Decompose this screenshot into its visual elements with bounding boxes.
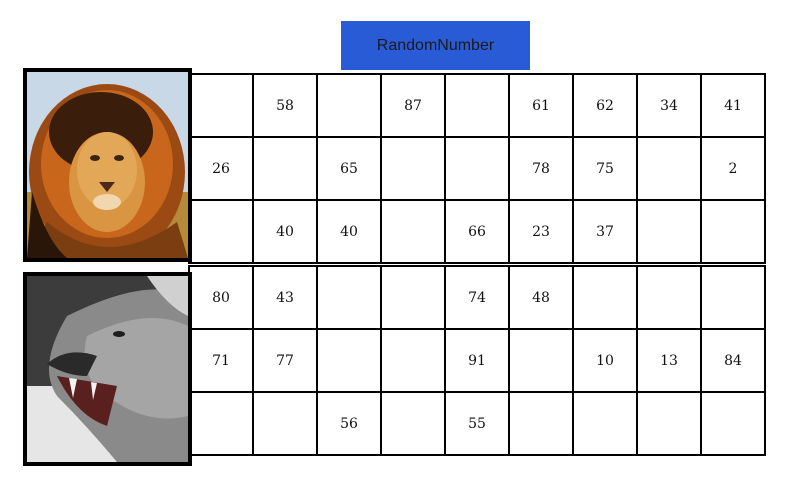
grid-cell xyxy=(508,328,574,393)
number-grid-1: 58 87 61 62 34 41 26 65 78 75 2 40 40 66… xyxy=(188,73,766,264)
grid-cell: 91 xyxy=(444,328,510,393)
grid-cell: 56 xyxy=(316,391,382,456)
lion-image xyxy=(23,68,192,262)
grid-row: 80 43 74 48 xyxy=(188,265,766,330)
grid-cell: 77 xyxy=(252,328,318,393)
grid-cell xyxy=(572,391,638,456)
grid-row: 56 55 xyxy=(188,391,766,456)
grid-cell xyxy=(188,391,254,456)
grid-cell: 80 xyxy=(188,265,254,330)
grid-row: 40 40 66 23 37 xyxy=(188,199,766,264)
grid-cell xyxy=(444,73,510,138)
grid-row: 71 77 91 10 13 84 xyxy=(188,328,766,393)
grid-cell xyxy=(636,136,702,201)
grid-cell: 75 xyxy=(572,136,638,201)
grid-cell: 43 xyxy=(252,265,318,330)
random-number-button[interactable]: RandomNumber xyxy=(341,21,530,70)
grid-cell: 34 xyxy=(636,73,702,138)
grid-cell: 2 xyxy=(700,136,766,201)
grid-cell: 13 xyxy=(636,328,702,393)
grid-cell: 87 xyxy=(380,73,446,138)
lioness-image xyxy=(23,272,192,466)
grid-cell: 10 xyxy=(572,328,638,393)
grid-cell xyxy=(380,265,446,330)
grid-cell: 26 xyxy=(188,136,254,201)
grid-cell xyxy=(316,73,382,138)
number-grid-2: 80 43 74 48 71 77 91 10 13 84 56 55 xyxy=(188,265,766,456)
grid-cell xyxy=(380,199,446,264)
grid-cell: 40 xyxy=(252,199,318,264)
grid-cell: 66 xyxy=(444,199,510,264)
grid-cell xyxy=(316,328,382,393)
grid-cell xyxy=(188,199,254,264)
grid-cell: 23 xyxy=(508,199,574,264)
grid-cell: 40 xyxy=(316,199,382,264)
grid-cell: 65 xyxy=(316,136,382,201)
grid-cell xyxy=(252,391,318,456)
grid-row: 58 87 61 62 34 41 xyxy=(188,73,766,138)
grid-cell xyxy=(380,391,446,456)
grid-cell xyxy=(572,265,638,330)
grid-cell xyxy=(700,391,766,456)
grid-cell: 58 xyxy=(252,73,318,138)
grid-cell: 84 xyxy=(700,328,766,393)
grid-cell xyxy=(636,391,702,456)
grid-cell: 62 xyxy=(572,73,638,138)
grid-cell xyxy=(636,265,702,330)
grid-cell: 71 xyxy=(188,328,254,393)
grid-cell xyxy=(316,265,382,330)
grid-cell xyxy=(252,136,318,201)
grid-cell: 74 xyxy=(444,265,510,330)
grid-cell: 37 xyxy=(572,199,638,264)
grid-cell xyxy=(700,265,766,330)
grid-cell xyxy=(636,199,702,264)
grid-cell: 48 xyxy=(508,265,574,330)
grid-row: 26 65 78 75 2 xyxy=(188,136,766,201)
grid-cell: 41 xyxy=(700,73,766,138)
grid-cell xyxy=(380,328,446,393)
grid-cell xyxy=(188,73,254,138)
grid-cell: 55 xyxy=(444,391,510,456)
grid-cell: 61 xyxy=(508,73,574,138)
grid-cell xyxy=(508,391,574,456)
grid-cell xyxy=(444,136,510,201)
grid-cell xyxy=(380,136,446,201)
grid-cell xyxy=(700,199,766,264)
grid-cell: 78 xyxy=(508,136,574,201)
